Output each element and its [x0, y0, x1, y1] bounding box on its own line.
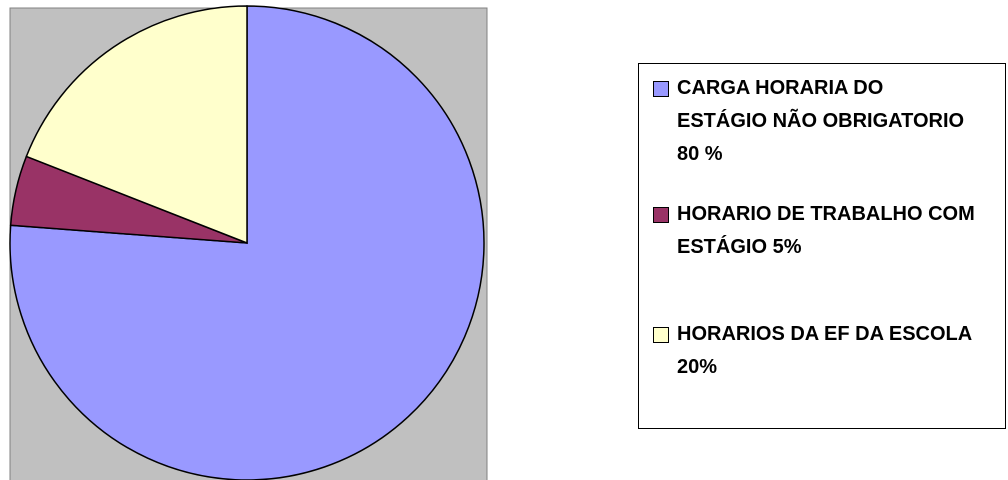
legend-swatch [653, 81, 669, 97]
pie-slice [25, 5, 248, 245]
legend-label: CARGA HORARIA DO ESTÁGIO NÃO OBRIGATORIO… [677, 77, 987, 165]
legend-label: HORARIO DE TRABALHO COM ESTÁGIO 5% [677, 203, 981, 258]
legend-swatch [653, 207, 669, 223]
legend-swatch [653, 327, 669, 343]
legend: CARGA HORARIA DO ESTÁGIO NÃO OBRIGATORIO… [638, 63, 1006, 429]
legend-label: HORARIOS DA EF DA ESCOLA 20% [677, 323, 978, 378]
